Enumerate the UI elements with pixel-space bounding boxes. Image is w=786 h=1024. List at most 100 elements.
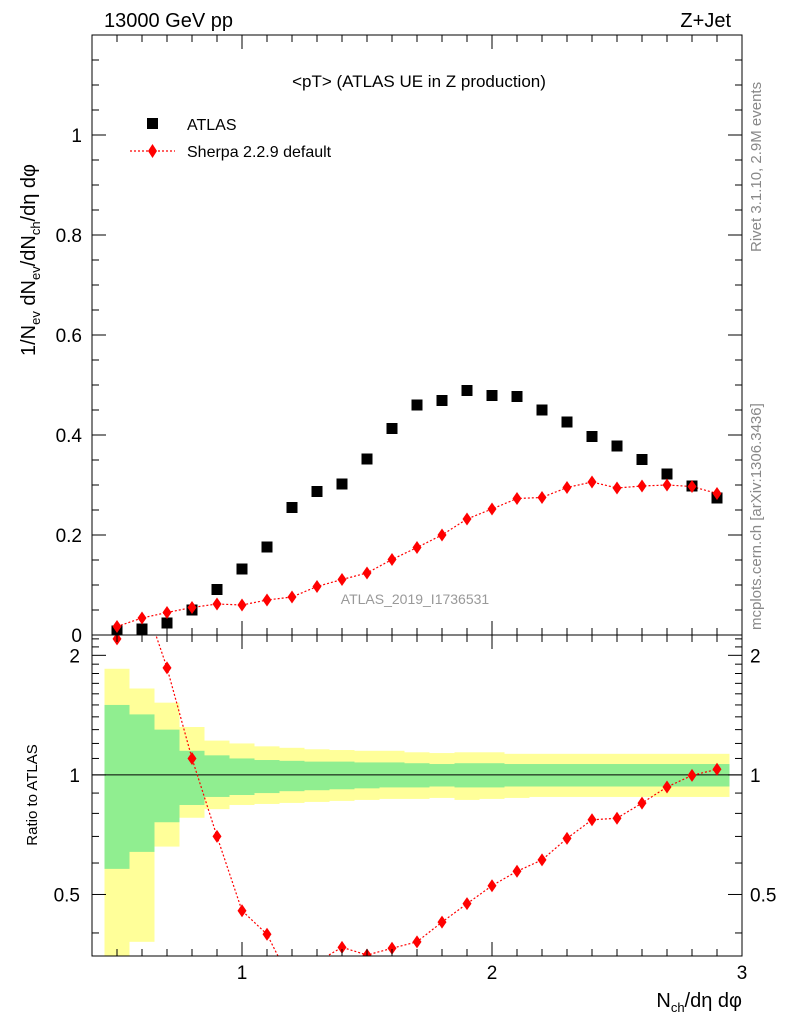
sherpa-data-point	[437, 528, 447, 542]
sherpa-ratio-point	[387, 941, 397, 955]
ratio-stat-band	[254, 760, 280, 794]
atlas-data-point	[661, 468, 673, 480]
legend-atlas-label: ATLAS	[187, 117, 237, 134]
ratio-stat-band	[279, 760, 305, 792]
sherpa-data-point	[637, 479, 647, 493]
ratio-y-tick-label-right: 1	[750, 766, 761, 787]
sherpa-data-point	[512, 492, 522, 505]
atlas-data-point	[411, 399, 423, 411]
main-plot-title: <pT> (ATLAS UE in Z production)	[292, 72, 546, 91]
main-y-tick-label: 0	[71, 626, 82, 647]
sherpa-ratio-point	[237, 904, 247, 918]
ratio-stat-band	[229, 758, 255, 795]
atlas-data-point	[436, 395, 448, 406]
atlas-data-point	[211, 584, 223, 595]
sherpa-data-point	[712, 487, 722, 500]
sherpa-data-point	[212, 597, 222, 611]
ratio-y-tick-label: 2	[69, 646, 80, 667]
ratio-stat-band	[329, 761, 355, 790]
ratio-y-tick-label: 1	[69, 766, 80, 787]
sherpa-data-point	[587, 475, 597, 489]
ratio-x-tick-label: 1	[237, 963, 248, 984]
atlas-data-point	[286, 502, 298, 513]
atlas-data-point	[361, 453, 373, 465]
sherpa-ratio-point	[487, 879, 497, 893]
atlas-data-point	[386, 423, 398, 434]
sherpa-data-point	[112, 620, 122, 633]
atlas-data-point	[311, 486, 323, 497]
sherpa-ratio-point	[288, 977, 297, 990]
sherpa-data-point	[137, 611, 147, 625]
atlas-data-point	[236, 563, 248, 575]
legend: ATLAS Sherpa 2.2.9 default	[130, 117, 332, 161]
watermark-label: ATLAS_2019_I1736531	[341, 591, 490, 607]
sherpa-ratio-point	[612, 811, 622, 825]
sherpa-ratio-point	[687, 768, 697, 782]
sherpa-ratio-point	[637, 796, 647, 810]
sherpa-data-point	[662, 478, 672, 492]
atlas-data-point	[511, 391, 523, 402]
sherpa-data-point	[537, 491, 547, 504]
sherpa-data-point	[462, 512, 472, 526]
ratio-data-markers	[112, 635, 722, 990]
sherpa-data-point	[562, 481, 572, 494]
main-y-axis-label: 1/Nev dNev/dNch/dη dφ	[18, 164, 43, 356]
main-y-axis: 0 0.2 0.4 0.6 0.8 1	[56, 34, 742, 647]
main-plot-frame	[91, 34, 743, 636]
sherpa-ratio-point	[212, 829, 222, 843]
ratio-stat-band	[304, 761, 330, 791]
sherpa-ratio-point	[587, 813, 597, 827]
sherpa-ratio-point	[187, 751, 197, 765]
main-y-tick-label: 0.8	[56, 226, 82, 247]
legend-sherpa-label: Sherpa 2.2.9 default	[187, 144, 332, 161]
main-y-tick-label: 0.2	[56, 526, 82, 547]
sherpa-ratio-point	[562, 831, 572, 845]
atlas-data-point	[461, 385, 473, 396]
ratio-stat-band	[104, 704, 130, 869]
main-y-tick-label: 0.6	[56, 326, 82, 347]
atlas-data-point	[336, 478, 348, 490]
sherpa-ratio-point	[537, 853, 547, 867]
ratio-y-axis-label: Ratio to ATLAS	[24, 744, 41, 845]
sherpa-data-point	[387, 553, 397, 566]
sherpa-ratio-point	[512, 864, 522, 878]
ratio-stat-band	[154, 729, 180, 823]
sherpa-data-point	[262, 593, 272, 607]
atlas-data-point	[486, 390, 498, 401]
ratio-x-tick-label: 3	[737, 963, 748, 984]
atlas-data-point	[636, 454, 648, 465]
rivet-version-label: Rivet 3.1.10, 2.9M events	[748, 82, 765, 252]
atlas-data-point	[611, 440, 623, 452]
ratio-stat-band	[204, 755, 230, 797]
legend-sherpa-marker	[148, 144, 157, 158]
main-data-markers	[111, 385, 723, 637]
ratio-stat-band	[129, 714, 155, 852]
sherpa-data-point	[487, 502, 497, 516]
atlas-data-point	[136, 623, 148, 635]
sherpa-data-point	[312, 580, 322, 593]
atlas-data-point	[536, 404, 548, 416]
atlas-data-point	[261, 541, 273, 553]
ratio-x-axis: 1 2 3	[116, 635, 748, 984]
header-process-label: Z+Jet	[680, 10, 731, 32]
sherpa-ratio-point	[462, 897, 472, 911]
ratio-y-tick-label-right: 0.5	[750, 885, 776, 906]
sherpa-data-point	[687, 480, 697, 493]
sherpa-data-point	[362, 566, 372, 580]
sherpa-ratio-point	[662, 780, 672, 794]
header-energy-label: 13000 GeV pp	[104, 10, 233, 32]
sherpa-data-point	[612, 481, 622, 495]
sherpa-data-point	[337, 573, 347, 586]
main-plot-panel: <pT> (ATLAS UE in Z production) ATLAS_20…	[18, 34, 743, 647]
legend-atlas-marker	[147, 118, 158, 129]
main-y-tick-label: 0.4	[56, 426, 83, 447]
sherpa-data-point	[187, 601, 197, 614]
sherpa-ratio-point	[262, 927, 272, 941]
mcplots-reference-label: mcplots.cern.ch [arXiv:1306.3436]	[748, 403, 765, 630]
main-y-tick-label: 1	[71, 126, 82, 147]
sherpa-data-point	[287, 590, 297, 604]
sherpa-ratio-point	[437, 915, 447, 929]
atlas-data-point	[161, 617, 173, 629]
ratio-x-axis-label: Nch/dη dφ	[656, 990, 742, 1015]
